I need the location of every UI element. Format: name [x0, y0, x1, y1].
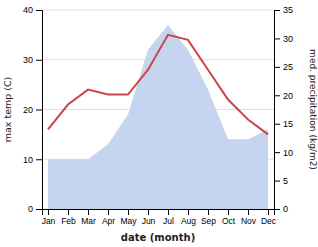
tick: Feb [61, 209, 76, 226]
tick: Dec [261, 209, 277, 226]
tick-mark [228, 209, 229, 215]
tick-mark [274, 95, 280, 96]
tick-mark [274, 10, 280, 11]
tick-label: Feb [61, 216, 76, 226]
tick-label: Dec [261, 216, 277, 226]
tick-label: Jan [42, 216, 56, 226]
tick-mark [108, 209, 109, 215]
tick: Jan [42, 209, 56, 226]
y2-axis-title: med. precipitation (kg/m2) [308, 49, 318, 170]
tick: 25 [274, 62, 293, 72]
chart: Jan Feb Mar Apr May Jun Jul Aug Sep Oct Nov Dec 0 10 2… [0, 0, 318, 247]
tick-label: 10 [23, 155, 33, 165]
tick: Oct [222, 209, 236, 226]
tick-mark [274, 152, 280, 153]
tick-mark [128, 209, 129, 215]
tick-mark [148, 209, 149, 215]
tick-mark [36, 10, 42, 11]
chart-container: Jan Feb Mar Apr May Jun Jul Aug Sep Oct Nov Dec 0 10 2… [0, 0, 318, 247]
tick: 30 [23, 55, 42, 65]
tick-mark [88, 209, 89, 215]
tick-label: Jun [142, 216, 156, 226]
tick: May [120, 209, 137, 226]
tick-label: 5 [283, 176, 288, 186]
tick: Aug [181, 209, 196, 226]
tick: 10 [274, 148, 293, 158]
tick-label: 30 [23, 55, 33, 65]
tick: 5 [274, 176, 288, 186]
x-axis: Jan Feb Mar Apr May Jun Jul Aug Sep Oct Nov Dec [42, 209, 277, 226]
line [48, 35, 268, 135]
tick: 20 [274, 91, 293, 101]
tick-mark [36, 60, 42, 61]
tick: Jun [142, 209, 156, 226]
marks [48, 25, 268, 209]
tick: 40 [23, 5, 42, 15]
grid-line [42, 10, 274, 11]
tick-mark [208, 209, 209, 215]
tick-mark [168, 209, 169, 215]
y2-axis: 0 5 10 15 20 25 30 35 [274, 5, 293, 214]
tick: 15 [274, 119, 293, 129]
tick-label: Mar [81, 216, 96, 226]
tick-mark [68, 209, 69, 215]
tick-label: 0 [28, 204, 33, 214]
tick-label: May [120, 216, 137, 226]
tick-label: Jul [163, 216, 174, 226]
tick-mark [274, 209, 280, 210]
tick-mark [248, 209, 249, 215]
tick-mark [36, 159, 42, 160]
axis-line [36, 11, 43, 210]
grid [42, 10, 274, 209]
tick-label: 35 [283, 5, 293, 15]
tick-label: 20 [23, 105, 33, 115]
tick-mark [274, 124, 280, 125]
plot: Jan Feb Mar Apr May Jun Jul Aug Sep Oct Nov Dec 0 10 2… [23, 5, 293, 226]
y-axis-title: max temp (C) [2, 77, 13, 143]
tick-label: Apr [102, 216, 115, 226]
tick-label: Nov [241, 216, 257, 226]
tick: Jul [163, 209, 174, 226]
tick-label: 15 [283, 119, 293, 129]
tick-mark [274, 181, 280, 182]
tick: 35 [274, 5, 293, 15]
tick-mark [274, 67, 280, 68]
tick: Nov [241, 209, 257, 226]
tick-label: 10 [283, 148, 293, 158]
tick-mark [36, 110, 42, 111]
tick-label: 40 [23, 5, 33, 15]
tick: Apr [102, 209, 115, 226]
tick: 10 [23, 155, 42, 165]
tick-mark [48, 209, 49, 215]
tick-label: Aug [181, 216, 196, 226]
tick-label: 20 [283, 91, 293, 101]
tick-label: 0 [283, 204, 288, 214]
tick-mark [268, 209, 269, 215]
tick: 0 [274, 204, 288, 214]
tick: 30 [274, 34, 293, 44]
tick-mark [36, 209, 42, 210]
tick: 20 [23, 105, 42, 115]
axis-line [275, 11, 281, 210]
area [48, 25, 268, 209]
axis-line [43, 210, 275, 216]
tick-label: Sep [201, 216, 216, 226]
tick: Mar [81, 209, 96, 226]
x-axis-title: date (month) [121, 232, 195, 243]
tick: 0 [28, 204, 42, 214]
tick-label: 25 [283, 62, 293, 72]
tick-label: 30 [283, 34, 293, 44]
tick: Sep [201, 209, 216, 226]
tick-mark [274, 38, 280, 39]
tick-mark [188, 209, 189, 215]
tick-label: Oct [222, 216, 236, 226]
y-axis: 0 10 20 30 40 [23, 5, 43, 214]
